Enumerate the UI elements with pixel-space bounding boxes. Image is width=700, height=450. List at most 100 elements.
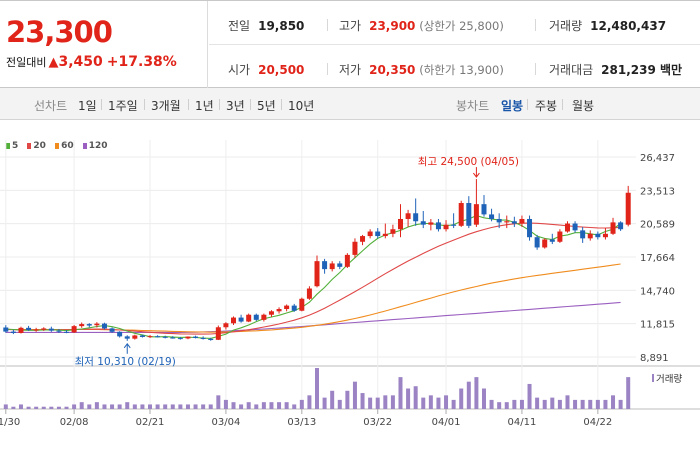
candle-down bbox=[200, 337, 206, 339]
volume-bar bbox=[117, 404, 122, 409]
low-annotation-arrowhead bbox=[123, 342, 131, 349]
legend-label: 60 bbox=[61, 141, 74, 151]
volume-bar bbox=[573, 399, 578, 409]
candle-up bbox=[458, 203, 464, 226]
volume-bar bbox=[466, 381, 471, 409]
candle-up bbox=[519, 218, 525, 224]
trade-value-label: 거래대금 bbox=[549, 63, 594, 77]
volume-bar bbox=[565, 395, 570, 409]
y-tick-label: 17,664 bbox=[640, 253, 675, 264]
volume-bar bbox=[390, 395, 395, 409]
volume-bar bbox=[322, 397, 327, 409]
volume-value: 12,480,437 bbox=[590, 19, 667, 33]
candle-up bbox=[276, 309, 282, 312]
candle-down bbox=[413, 213, 419, 222]
candle-up bbox=[443, 224, 449, 230]
volume-legend-label: 거래량 bbox=[656, 373, 682, 385]
legend-ma20: 20 bbox=[27, 141, 46, 151]
volume-bar bbox=[580, 399, 585, 409]
volume-bar bbox=[626, 377, 631, 409]
prev-close-label: 전일 bbox=[228, 19, 251, 33]
volume-bar bbox=[140, 404, 145, 409]
candle-down bbox=[124, 336, 130, 339]
candle-down bbox=[238, 317, 244, 322]
candle-up bbox=[390, 229, 396, 234]
volume-bar bbox=[56, 406, 61, 409]
tab-daily[interactable]: 일봉 bbox=[501, 99, 524, 113]
tab-weekly[interactable]: 주봉 bbox=[535, 99, 558, 113]
quote-header: 23,300 전일대비 ▲3,450 +17.38% 전일 19,850 고가 23,9… bbox=[0, 0, 700, 88]
volume-bar bbox=[337, 399, 342, 409]
y-tick-label: 14,740 bbox=[640, 286, 675, 297]
candle-up bbox=[473, 204, 479, 225]
candle-down bbox=[64, 331, 70, 333]
volume-bar bbox=[148, 404, 153, 409]
tab-3y[interactable]: 3년 bbox=[226, 99, 245, 113]
volume-bar bbox=[34, 406, 39, 409]
high-value: 23,900 bbox=[369, 19, 416, 33]
divider bbox=[327, 19, 328, 31]
tab-5y[interactable]: 5년 bbox=[257, 99, 276, 113]
volume-bar bbox=[383, 395, 388, 409]
ma5-line bbox=[5, 215, 621, 339]
volume-bar bbox=[611, 395, 616, 409]
candle-down bbox=[162, 336, 168, 338]
low-value: 20,350 bbox=[369, 63, 416, 77]
candle-down bbox=[139, 335, 145, 337]
candle-down bbox=[26, 327, 32, 331]
high-annotation-label: 최고 24,500 (04/05) bbox=[418, 156, 519, 168]
volume-bar bbox=[595, 399, 600, 409]
candle-chart-header: 봉차트 bbox=[456, 99, 490, 113]
candle-down bbox=[580, 230, 586, 239]
volume-bar bbox=[185, 404, 190, 409]
candle-down bbox=[101, 323, 107, 329]
candle-down bbox=[322, 261, 328, 270]
candle-down bbox=[155, 336, 161, 338]
header-row-divider bbox=[209, 44, 700, 45]
candle-down bbox=[481, 204, 487, 215]
high-annotation-arrowhead bbox=[472, 172, 480, 178]
y-tick-label: 8,891 bbox=[640, 353, 669, 364]
candle-down bbox=[618, 222, 624, 230]
volume-bar bbox=[26, 406, 31, 409]
candle-down bbox=[496, 218, 502, 223]
volume-bar bbox=[535, 397, 540, 409]
change-percent: +17.38% bbox=[106, 54, 177, 70]
volume-bar bbox=[603, 399, 608, 409]
tab-3m[interactable]: 3개월 bbox=[151, 99, 181, 113]
candle-up bbox=[587, 233, 593, 239]
candle-up bbox=[557, 231, 563, 242]
volume-bar bbox=[557, 399, 562, 409]
tab-1y[interactable]: 1년 bbox=[195, 99, 214, 113]
candle-up bbox=[367, 231, 373, 237]
volume-bar bbox=[497, 402, 502, 409]
legend-label: 5 bbox=[12, 141, 19, 151]
candle-up bbox=[610, 222, 616, 234]
volume-bar bbox=[504, 402, 509, 409]
candle-down bbox=[466, 203, 472, 226]
x-tick-label: 04/01 bbox=[432, 417, 461, 428]
candle-up bbox=[41, 328, 47, 330]
volume-bar bbox=[474, 377, 479, 409]
volume-bar bbox=[368, 397, 373, 409]
volume: 거래량 12,480,437 bbox=[549, 17, 666, 34]
upper-limit: (상한가 25,800) bbox=[419, 19, 504, 33]
candle-down bbox=[3, 327, 9, 332]
candle-up bbox=[215, 327, 221, 340]
candle-up bbox=[268, 311, 274, 315]
y-tick-label: 26,437 bbox=[640, 153, 675, 164]
tab-1d[interactable]: 1일 bbox=[78, 99, 97, 113]
ma120-line bbox=[5, 301, 621, 333]
candle-up bbox=[405, 213, 411, 219]
volume-bar bbox=[352, 381, 357, 409]
candle-down bbox=[451, 224, 457, 226]
candle-down bbox=[489, 214, 495, 219]
tab-monthly[interactable]: 월봉 bbox=[572, 99, 595, 113]
volume-bar bbox=[330, 390, 335, 409]
volume-bar bbox=[542, 399, 547, 409]
candle-up bbox=[94, 323, 100, 326]
candle-up bbox=[352, 241, 358, 255]
tab-10y[interactable]: 10년 bbox=[288, 99, 315, 113]
tab-1w[interactable]: 1주일 bbox=[108, 99, 138, 113]
candle-down bbox=[511, 221, 517, 224]
